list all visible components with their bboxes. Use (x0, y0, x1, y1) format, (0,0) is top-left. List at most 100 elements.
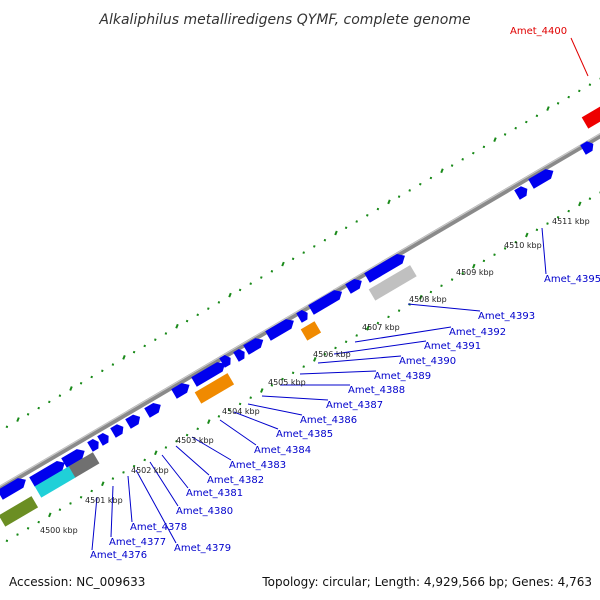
gene-label[interactable]: Amet_4376 (90, 550, 147, 561)
outer-major-tick (16, 417, 20, 422)
outer-minor-tick (217, 301, 221, 304)
gene-arrow (144, 402, 161, 418)
leader-line (261, 395, 329, 401)
gene-arrow (87, 438, 99, 452)
outer-minor-tick (503, 133, 507, 136)
gene-label[interactable]: Amet_4389 (374, 371, 431, 382)
inner-minor-tick (556, 216, 560, 219)
gene-label[interactable]: Amet_4393 (478, 311, 535, 322)
gene-label[interactable]: Amet_4390 (399, 356, 456, 367)
outer-minor-tick (355, 220, 358, 223)
orange-feature-small (300, 321, 322, 341)
gene-label[interactable]: Amet_4384 (254, 445, 311, 456)
gene-arrow (171, 383, 190, 399)
outer-minor-tick (185, 319, 189, 323)
gene-label[interactable]: Amet_4381 (186, 488, 243, 499)
inner-minor-tick (429, 290, 433, 294)
inner-minor-tick (344, 340, 348, 344)
outer-minor-tick (556, 102, 560, 105)
outer-major-tick (440, 168, 444, 174)
gene-feature-12 (233, 348, 245, 362)
gene-label-amet-4400[interactable]: Amet_4400 (510, 26, 567, 37)
gene-arrow (219, 354, 231, 368)
leader-line (127, 475, 133, 523)
gene-feature-4 (87, 438, 99, 452)
gene-label[interactable]: Amet_4385 (276, 429, 333, 440)
outer-minor-tick (238, 288, 242, 292)
inner-minor-tick (387, 315, 390, 319)
outer-minor-tick (132, 350, 136, 354)
gene-arrow (308, 290, 343, 315)
inner-minor-tick (323, 352, 327, 356)
gene-feature-18 (364, 254, 405, 283)
kbp-label-group: 4500 kbp 4501 kbp 4502 kbp 4503 kbp 4504 kbp… (40, 217, 590, 535)
gene-arrow (514, 186, 528, 200)
gene-label[interactable]: Amet_4391 (424, 341, 481, 352)
gene-label[interactable]: Amet_4379 (174, 543, 231, 554)
inner-minor-tick (376, 321, 380, 325)
leader-line (354, 326, 452, 343)
gene-feature-16 (308, 290, 343, 315)
gene-arrow (265, 319, 294, 341)
inner-minor-tick (291, 371, 295, 375)
inner-minor-tick (355, 334, 358, 337)
leader-line (161, 454, 189, 489)
gene-label[interactable]: Amet_4387 (326, 400, 383, 411)
gene-label[interactable]: Amet_4386 (300, 415, 357, 426)
gene-arrow (125, 414, 141, 429)
cyan-feature (34, 466, 76, 498)
feature-block (68, 452, 100, 478)
gene-label-group: Amet_4376 Amet_4377 Amet_4378 Amet_4379 Amet… (90, 274, 600, 561)
gene-label[interactable]: Amet_4378 (130, 522, 187, 533)
feature-block (581, 97, 600, 129)
gene-label[interactable]: Amet_4380 (176, 506, 233, 517)
inner-minor-tick (132, 464, 136, 468)
outer-minor-tick (143, 344, 146, 348)
kbp-label: 4508 kbp (409, 295, 447, 304)
leader-line (541, 227, 547, 275)
inner-minor-tick (546, 222, 549, 225)
outer-minor-tick (249, 282, 252, 286)
gene-label[interactable]: Amet_4395 (544, 274, 600, 285)
inner-minor-tick (588, 197, 592, 200)
outer-minor-tick (323, 238, 327, 242)
inner-minor-tick (122, 471, 125, 474)
outer-minor-tick (90, 375, 93, 379)
inner-tick-ring (5, 191, 600, 543)
gene-feature-11 (219, 354, 231, 368)
inner-minor-tick (16, 533, 19, 536)
dark-feature (68, 452, 100, 478)
gene-feature-15 (296, 309, 308, 323)
gene-feature-8 (144, 402, 161, 418)
leader-line (175, 445, 210, 476)
inner-minor-tick (164, 446, 168, 449)
gene-label[interactable]: Amet_4377 (109, 537, 166, 548)
inner-major-tick (313, 357, 317, 362)
inner-minor-tick (249, 396, 252, 400)
feature-block (34, 466, 76, 498)
outer-minor-tick (164, 332, 168, 335)
outer-minor-tick (207, 307, 210, 310)
outer-major-tick (493, 137, 497, 143)
gene-feature-19 (514, 186, 528, 200)
gene-label[interactable]: Amet_4383 (229, 460, 286, 471)
gene-feature-3 (61, 449, 85, 468)
kbp-label: 4505 kbp (268, 378, 306, 387)
genome-title: Alkaliphilus metalliredigens QYMF, compl… (98, 12, 470, 28)
feature-block (368, 265, 417, 301)
gene-label[interactable]: Amet_4392 (449, 327, 506, 338)
inner-major-tick (419, 294, 423, 300)
gene-label[interactable]: Amet_4388 (348, 385, 405, 396)
gene-label[interactable]: Amet_4382 (207, 475, 264, 486)
outer-major-tick (175, 323, 179, 329)
inner-major-tick (48, 512, 52, 518)
inner-minor-tick (58, 508, 62, 511)
outer-minor-tick (578, 89, 581, 93)
outer-tick-ring (5, 77, 600, 429)
outer-major-tick (387, 199, 391, 205)
inner-minor-tick (270, 383, 274, 387)
inner-minor-tick (228, 408, 231, 412)
inner-major-tick (525, 232, 529, 238)
outer-minor-tick (291, 257, 295, 261)
